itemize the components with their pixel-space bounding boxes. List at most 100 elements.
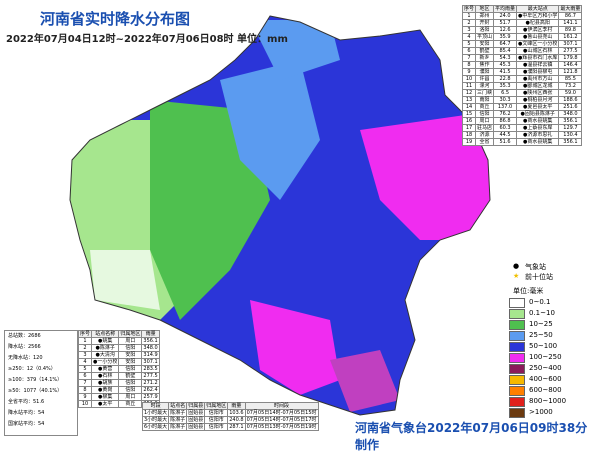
cell: ●上蔡县东岸 <box>516 124 560 132</box>
row: 2 ●陈淋子 信阳 348.0 <box>77 344 160 352</box>
cell: 周口 <box>118 337 143 345</box>
cell: 137.0 <box>493 103 518 111</box>
cell: 陈淋子 <box>168 416 188 424</box>
cell: 130.4 <box>558 131 583 139</box>
cell: 3小时最大 <box>141 416 170 424</box>
legend-label: 400~600 <box>529 375 562 383</box>
row: 4 ●一小分校 安阳 307.1 <box>77 358 160 366</box>
cell: ●温县祥云镇 <box>516 61 560 69</box>
cell: ●中牟区万和小学 <box>516 12 560 20</box>
legend-label: 800~1000 <box>529 397 567 405</box>
stat: 国家站平均：54 <box>8 421 45 427</box>
cell: 9 <box>77 393 93 401</box>
legend-swatch <box>509 364 525 374</box>
header-cell: 雨量 <box>227 402 246 410</box>
cell: ●文峰区一小分校 <box>516 40 560 48</box>
cell: 安阳 <box>118 358 143 366</box>
legend-swatch <box>509 298 525 308</box>
cell: 251.6 <box>558 103 583 111</box>
cell: 鹤壁 <box>118 372 143 380</box>
row: 5 安阳 64.7 ●文峰区一小分校 307.1 <box>461 40 583 48</box>
cell: 15 <box>461 110 477 118</box>
legend-swatch <box>509 386 525 396</box>
header-cell: 雨量 <box>141 330 160 338</box>
cell: ●太平 <box>91 400 120 408</box>
header-cell: 站点名 <box>168 402 188 410</box>
cell: 焦作 <box>475 61 495 69</box>
header-row: 时段 站点名 归属县 归属地区 雨量 时间段 <box>141 402 319 410</box>
cell: 陈淋子 <box>168 409 188 417</box>
cell: 07月05日14时-07月05日15时 <box>244 409 319 417</box>
cell: 18 <box>461 131 477 139</box>
row: 10 许昌 22.8 ●禹州市方山 85.5 <box>461 75 583 83</box>
cell: 全省 <box>475 138 495 146</box>
row: 17 驻马店 60.3 ●上蔡县东岸 129.7 <box>461 124 583 132</box>
cell: 5 <box>461 40 477 48</box>
cell: 商丘 <box>475 103 495 111</box>
row: 6小时最大 陈淋子 固始县 信阳市 287.1 07月05日13时-07月05日19时 <box>141 423 319 431</box>
cell: 3 <box>77 351 93 359</box>
row: 2 开封 51.7 ●杞县高阳 141.1 <box>461 19 583 27</box>
cell: 59.0 <box>558 89 583 97</box>
cell: 51.6 <box>493 138 518 146</box>
legend-swatch <box>509 331 525 341</box>
top10-table: 序号 站点名称 归属地区 雨量 1 ●姚集 周口 356.1 2 ●陈淋子 信阳 348.0 3 ●大清沟… <box>77 330 160 408</box>
cell: ●石林 <box>91 372 120 380</box>
cell: 周口 <box>475 117 495 125</box>
legend-label: >1000 <box>529 408 553 416</box>
header-cell: 最大雨量 <box>558 5 583 13</box>
cell: 安阳 <box>475 40 495 48</box>
cell: 6 <box>461 47 477 55</box>
legend-swatch <box>509 309 525 319</box>
row: 12 三门峡 6.5 ●陕州区西张 59.0 <box>461 89 583 97</box>
row: 3 洛阳 12.6 ●伊滨区李村 89.8 <box>461 26 583 34</box>
header-cell: 地区 <box>475 5 495 13</box>
cell: 8 <box>77 386 93 394</box>
cell: 07月05日14时-07月05日17时 <box>244 416 319 424</box>
cell: ●伊滨区李村 <box>516 26 560 34</box>
header-cell: 时段 <box>141 402 170 410</box>
cell: 271.2 <box>141 379 160 387</box>
cell: 信阳 <box>118 379 143 387</box>
legend-label: 250~400 <box>529 364 562 372</box>
cell: 濮阳 <box>475 68 495 76</box>
row: 9 ●柳集 周口 257.9 <box>77 393 160 401</box>
footer: 河南省气象台2022年07月06日09时38分制作 <box>355 421 588 452</box>
cell: 三门峡 <box>475 89 495 97</box>
cell: 驻马店 <box>475 124 495 132</box>
cell: 348.0 <box>141 344 160 352</box>
cell: 1 <box>77 337 93 345</box>
legend-swatch <box>509 375 525 385</box>
cell: 6 <box>77 372 93 380</box>
cell: ●辉县市石门水库 <box>516 54 560 62</box>
cell: ●黄营 <box>91 365 120 373</box>
cell: ●胡族 <box>91 379 120 387</box>
row: 8 焦作 45.3 ●温县祥云镇 146.4 <box>461 61 583 69</box>
row: 6 ●石林 鹤壁 277.5 <box>77 372 160 380</box>
cell: 287.1 <box>227 423 246 431</box>
cell: 信阳市 <box>204 423 229 431</box>
row: 3小时最大 陈淋子 固始县 信阳市 240.8 07月05日14时-07月05日17时 <box>141 416 319 424</box>
cell: 信阳 <box>118 386 143 394</box>
cell: 信阳 <box>475 110 495 118</box>
header-cell: 序号 <box>461 5 477 13</box>
cell: 17 <box>461 124 477 132</box>
header-cell: 站点名称 <box>91 330 120 338</box>
stat: ≥50：1077（40.1%） <box>8 388 63 394</box>
cell: 4 <box>461 33 477 41</box>
cell: 277.5 <box>558 47 583 55</box>
cell: 129.7 <box>558 124 583 132</box>
subtitle: 2022年07月04日12时~2022年07月06日08时 单位：mm <box>6 34 288 45</box>
cell: 86.8 <box>493 117 518 125</box>
cell: 07月05日13时-07月05日19时 <box>244 423 319 431</box>
cell: 41.5 <box>493 68 518 76</box>
stat: 降水站平均：54 <box>8 410 45 416</box>
cell: 356.1 <box>141 337 160 345</box>
legend-swatch <box>509 342 525 352</box>
row: 15 信阳 76.2 ●固始县陈淋子 348.0 <box>461 110 583 118</box>
cell: ●濮阳县柳屯 <box>516 68 560 76</box>
cell: 257.9 <box>141 393 160 401</box>
cell: 5 <box>77 365 93 373</box>
cell: 240.8 <box>227 416 246 424</box>
cell: ●大清沟 <box>91 351 120 359</box>
